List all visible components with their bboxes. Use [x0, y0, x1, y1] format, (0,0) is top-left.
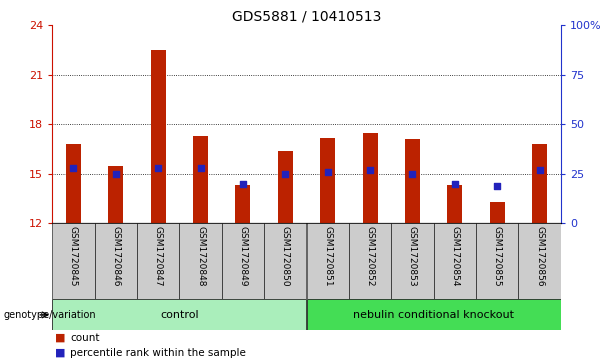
Text: count: count [70, 333, 100, 343]
Bar [391, 223, 433, 299]
Bar [363, 132, 378, 223]
Bar [52, 223, 94, 299]
Bar [235, 185, 250, 223]
Text: ■: ■ [55, 333, 66, 343]
Bar [349, 223, 391, 299]
Text: GSM1720847: GSM1720847 [154, 225, 162, 286]
Bar [222, 223, 264, 299]
Text: GSM1720856: GSM1720856 [535, 225, 544, 286]
Bar [179, 223, 222, 299]
Bar [306, 223, 349, 299]
Bar [264, 223, 306, 299]
Text: nebulin conditional knockout: nebulin conditional knockout [353, 310, 514, 320]
Text: GSM1720852: GSM1720852 [365, 225, 375, 286]
Bar [193, 136, 208, 223]
Text: GSM1720853: GSM1720853 [408, 225, 417, 286]
Bar [434, 223, 476, 299]
Point [280, 171, 290, 177]
Bar [137, 223, 180, 299]
Point [408, 171, 417, 177]
Bar [532, 144, 547, 223]
Point [323, 169, 333, 175]
Bar [278, 151, 293, 223]
Bar [476, 223, 519, 299]
Point [535, 167, 544, 173]
Bar [405, 139, 420, 223]
Text: GDS5881 / 10410513: GDS5881 / 10410513 [232, 9, 381, 23]
Bar [447, 185, 462, 223]
Text: control: control [160, 310, 199, 320]
Text: GSM1720854: GSM1720854 [451, 225, 459, 286]
Bar [306, 299, 561, 330]
Text: ■: ■ [55, 348, 66, 358]
Bar [52, 299, 306, 330]
Bar [66, 144, 81, 223]
Point [69, 165, 78, 171]
Text: GSM1720849: GSM1720849 [238, 225, 248, 286]
Bar [94, 223, 137, 299]
Point [238, 181, 248, 187]
Bar [109, 166, 123, 223]
Text: GSM1720855: GSM1720855 [493, 225, 502, 286]
Bar [151, 50, 166, 223]
Point [450, 181, 460, 187]
Text: GSM1720848: GSM1720848 [196, 225, 205, 286]
Text: genotype/variation: genotype/variation [3, 310, 96, 320]
Bar [490, 202, 504, 223]
Bar [519, 223, 561, 299]
Text: GSM1720846: GSM1720846 [111, 225, 120, 286]
Point [111, 171, 121, 177]
Point [492, 183, 502, 188]
Text: GSM1720850: GSM1720850 [281, 225, 290, 286]
Text: GSM1720851: GSM1720851 [323, 225, 332, 286]
Bar [320, 138, 335, 223]
Text: percentile rank within the sample: percentile rank within the sample [70, 348, 246, 358]
Point [196, 165, 205, 171]
Point [365, 167, 375, 173]
Text: GSM1720845: GSM1720845 [69, 225, 78, 286]
Point [153, 165, 163, 171]
